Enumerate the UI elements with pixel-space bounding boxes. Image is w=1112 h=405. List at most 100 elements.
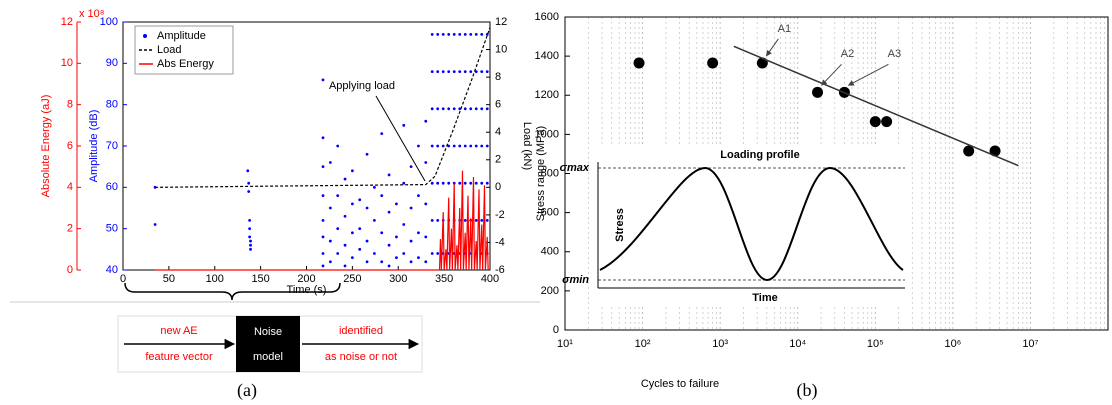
data-point <box>869 116 881 128</box>
amplitude-point <box>417 256 420 259</box>
amplitude-point <box>248 227 252 231</box>
amplitude-point <box>336 144 340 148</box>
amplitude-point <box>372 185 376 189</box>
x-tick-label: 10⁷ <box>1022 338 1038 350</box>
y-tick-label: 60 <box>106 181 118 193</box>
y2-tick-label: 12 <box>495 16 507 28</box>
y3-tick-label: 6 <box>67 140 73 152</box>
x-tick-label: 10³ <box>712 338 728 350</box>
amplitude-point <box>485 144 489 148</box>
min-label: σmin <box>562 274 589 286</box>
amplitude-point <box>417 231 420 235</box>
inset-background <box>596 146 906 306</box>
panel-a-chart: 0 50 100 150 200 250 300 350 400405060708090100-… <box>40 8 533 296</box>
amplitude-point <box>463 181 467 185</box>
y-tick-label: 40 <box>106 264 118 276</box>
amplitude-point <box>480 181 484 185</box>
y3-multiplier: x 10⁸ <box>79 8 104 20</box>
amplitude-point <box>246 169 250 173</box>
y2-axis-label: Load (kN) <box>521 122 533 170</box>
amplitude-point <box>380 260 384 264</box>
amplitude-point <box>463 219 467 222</box>
amplitude-point <box>328 239 332 243</box>
amplitude-point <box>436 70 440 73</box>
amplitude-point <box>441 181 445 185</box>
amplitude-point <box>328 260 332 264</box>
amplitude-point <box>249 247 252 251</box>
x-tick-label: 50 <box>163 273 175 285</box>
amplitude-point <box>480 144 484 148</box>
data-point <box>812 86 824 98</box>
y2-tick-label: 8 <box>495 71 501 83</box>
amplitude-point <box>424 235 428 239</box>
amplitude-point <box>321 165 325 169</box>
amplitude-point <box>336 227 340 231</box>
amplitude-point <box>469 144 473 148</box>
y3-tick-label: 12 <box>61 16 73 28</box>
x-tick-label: 10¹ <box>557 338 573 350</box>
amplitude-point <box>409 260 413 264</box>
legend-label: Abs Energy <box>157 58 214 70</box>
x-tick-label: 350 <box>435 273 453 285</box>
amplitude-point <box>358 227 362 231</box>
y-tick-label: 1400 <box>535 50 559 62</box>
amplitude-point <box>248 235 252 239</box>
inset-x-label: Time <box>752 292 777 304</box>
x-tick-label: 10⁴ <box>789 338 806 350</box>
panel-label: (a) <box>237 380 257 401</box>
amplitude-point <box>380 132 384 136</box>
amplitude-point <box>480 107 484 111</box>
annotation: A1 <box>778 23 791 35</box>
y3-tick-label: 10 <box>61 57 73 69</box>
y3-tick-label: 4 <box>67 181 73 193</box>
amplitude-point <box>469 107 473 111</box>
amplitude-point <box>436 33 440 36</box>
diagram-input: feature vector <box>145 351 213 363</box>
amplitude-point <box>458 70 462 73</box>
amplitude-point <box>441 70 445 73</box>
amplitude-point <box>409 239 413 243</box>
y3-tick-label: 8 <box>67 99 73 111</box>
amplitude-point <box>343 264 347 268</box>
fit-line <box>733 45 1019 167</box>
diagram-model: model <box>253 351 283 363</box>
amplitude-point <box>485 181 489 185</box>
amplitude-point <box>424 260 428 264</box>
y3-tick-label: 2 <box>67 223 73 235</box>
amplitude-point <box>365 206 369 210</box>
amplitude-point <box>343 177 347 181</box>
amplitude-point <box>463 33 467 36</box>
amplitude-point <box>248 219 252 222</box>
amplitude-point <box>350 256 354 259</box>
amplitude-point <box>365 152 369 156</box>
amplitude-point <box>480 33 484 36</box>
amplitude-point <box>380 231 384 235</box>
x-tick-label: 0 <box>120 273 126 285</box>
amplitude-point <box>430 33 434 36</box>
y-tick-label: 200 <box>541 285 559 297</box>
y2-tick-label: -4 <box>495 236 505 248</box>
amplitude-point <box>474 70 478 73</box>
amplitude-point <box>365 260 369 264</box>
amplitude-point <box>387 243 391 247</box>
series-line <box>155 170 489 271</box>
annotation-arrow <box>765 38 779 57</box>
x-tick-label: 200 <box>297 273 315 285</box>
amplitude-point <box>336 252 340 255</box>
amplitude-point <box>395 235 398 239</box>
amplitude-point <box>372 219 376 222</box>
noise-model-box <box>236 316 300 372</box>
amplitude-point <box>474 181 478 185</box>
y2-tick-label: 10 <box>495 43 507 55</box>
y2-tick-label: 2 <box>495 154 501 166</box>
amplitude-point <box>474 219 478 222</box>
y-tick-label: 800 <box>541 167 559 179</box>
y2-tick-label: 4 <box>495 126 501 138</box>
inset: Loading profile σmax σmin Stress Time <box>560 146 906 306</box>
legend-label: Amplitude <box>157 30 206 42</box>
amplitude-point <box>358 247 362 251</box>
annotation: A3 <box>888 48 901 60</box>
amplitude-point <box>358 198 362 202</box>
amplitude-point <box>387 264 391 268</box>
data-point <box>707 57 719 69</box>
